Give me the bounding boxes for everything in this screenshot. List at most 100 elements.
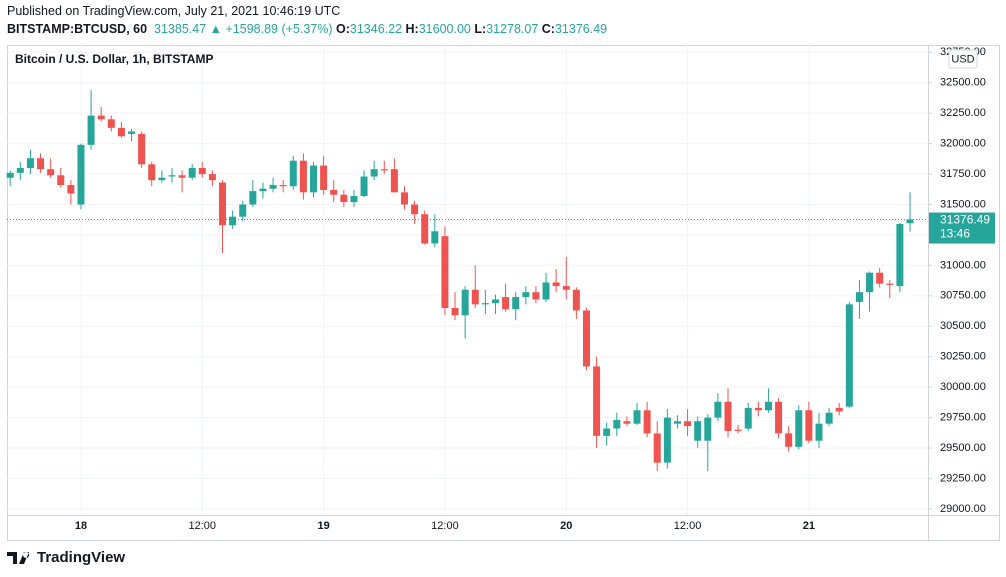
chart-title: Bitcoin / U.S. Dollar, 1h, BITSTAMP [15, 52, 213, 66]
candle-body [724, 401, 732, 431]
candle-body [451, 308, 459, 316]
candle-body [128, 131, 136, 134]
candle-body [107, 119, 115, 128]
candle-body [603, 428, 611, 436]
last-price: 31385.47 [154, 22, 207, 36]
y-tick-label: 30750.00 [940, 290, 986, 302]
candle-body [805, 410, 813, 441]
candle-body [461, 289, 469, 316]
candle-body [198, 167, 206, 175]
brand: TradingView [37, 549, 126, 566]
price-tag-countdown: 13:46 [940, 227, 970, 241]
candle-body [906, 219, 914, 224]
x-tick-label: 20 [560, 520, 572, 532]
candle-body [289, 160, 297, 187]
candle-body [208, 174, 216, 181]
candle-body [16, 167, 24, 173]
candle-body [764, 401, 772, 411]
candle-body [380, 169, 388, 171]
candle-body [178, 175, 186, 178]
y-tick-label: 31750.00 [940, 168, 986, 180]
candle-body [684, 421, 692, 427]
open-value: 31346.22 [349, 22, 403, 36]
candle-body [188, 167, 196, 178]
candle-body [138, 133, 146, 165]
candle-body [350, 195, 358, 203]
candle-body [552, 282, 560, 287]
x-tick-label: 18 [75, 520, 87, 532]
candle-body [855, 292, 863, 302]
price-tag-value: 31376.49 [940, 213, 990, 227]
candle-body [522, 292, 530, 298]
footer-logo: TradingView [7, 549, 125, 566]
candle-body [613, 420, 621, 429]
y-tick-label: 30500.00 [940, 320, 986, 332]
y-tick-label: 31000.00 [940, 259, 986, 271]
candle-body [876, 272, 884, 284]
low-label: L: [474, 22, 487, 36]
candle-body [330, 189, 338, 195]
candle-body [572, 289, 580, 311]
x-tick-label: 21 [803, 520, 815, 532]
candle-body [229, 216, 237, 226]
candle-body [775, 401, 783, 434]
candle-body [431, 231, 439, 244]
candle-body [633, 410, 641, 424]
candle-body [117, 127, 125, 137]
y-tick-label: 30250.00 [940, 351, 986, 363]
y-tick-label: 29250.00 [940, 472, 986, 484]
candle-body [77, 144, 85, 205]
candle-body [512, 297, 520, 310]
high-value: 31600.00 [418, 22, 471, 36]
y-tick-label: 29500.00 [940, 442, 986, 454]
candle-body [400, 192, 408, 205]
candle-body [866, 272, 874, 293]
candle-body [259, 188, 267, 192]
candle-body [754, 407, 762, 411]
candle-body [370, 169, 378, 177]
candle-body [542, 282, 550, 300]
candle-body [502, 297, 510, 310]
candle-body [320, 165, 328, 190]
candle-body [37, 158, 45, 170]
low-value: 31278.07 [486, 22, 539, 36]
x-tick-label: 12:00 [431, 520, 459, 532]
candle-body [168, 175, 176, 177]
price-tag [929, 212, 995, 244]
candle-body [562, 286, 570, 290]
candle-body [47, 169, 55, 176]
candle-body [471, 289, 479, 305]
candle-body [491, 299, 499, 304]
candle-body [886, 283, 894, 285]
published-line: Published on TradingView.com, July 21, 2… [7, 4, 341, 18]
candle-body [835, 407, 843, 412]
candle-body [219, 182, 227, 226]
candle-body [249, 191, 257, 205]
candle-body [481, 303, 489, 305]
candle-body [734, 429, 742, 431]
x-tick-label: 12:00 [674, 520, 702, 532]
candle-body [694, 421, 702, 441]
candle-body [87, 115, 95, 145]
candle-body [97, 115, 105, 120]
candle-body [795, 410, 803, 447]
candle-body [744, 407, 752, 429]
y-tick-label: 32500.00 [940, 77, 986, 89]
y-tick-label: 29750.00 [940, 411, 986, 423]
candle-body [310, 165, 317, 193]
candle-body [653, 433, 661, 463]
chart-frame [7, 45, 1000, 541]
candle-body [390, 169, 398, 193]
open-label: O: [336, 22, 350, 36]
candle-body [714, 401, 722, 418]
y-tick-label: 30000.00 [940, 381, 986, 393]
x-tick-label: 12:00 [189, 520, 217, 532]
candle-body [532, 292, 540, 300]
candle-body [815, 423, 823, 441]
candle-body [623, 421, 631, 424]
candle-body [673, 421, 681, 424]
candle-body [643, 410, 651, 434]
candle-body [360, 176, 368, 196]
candle-body [785, 433, 793, 447]
